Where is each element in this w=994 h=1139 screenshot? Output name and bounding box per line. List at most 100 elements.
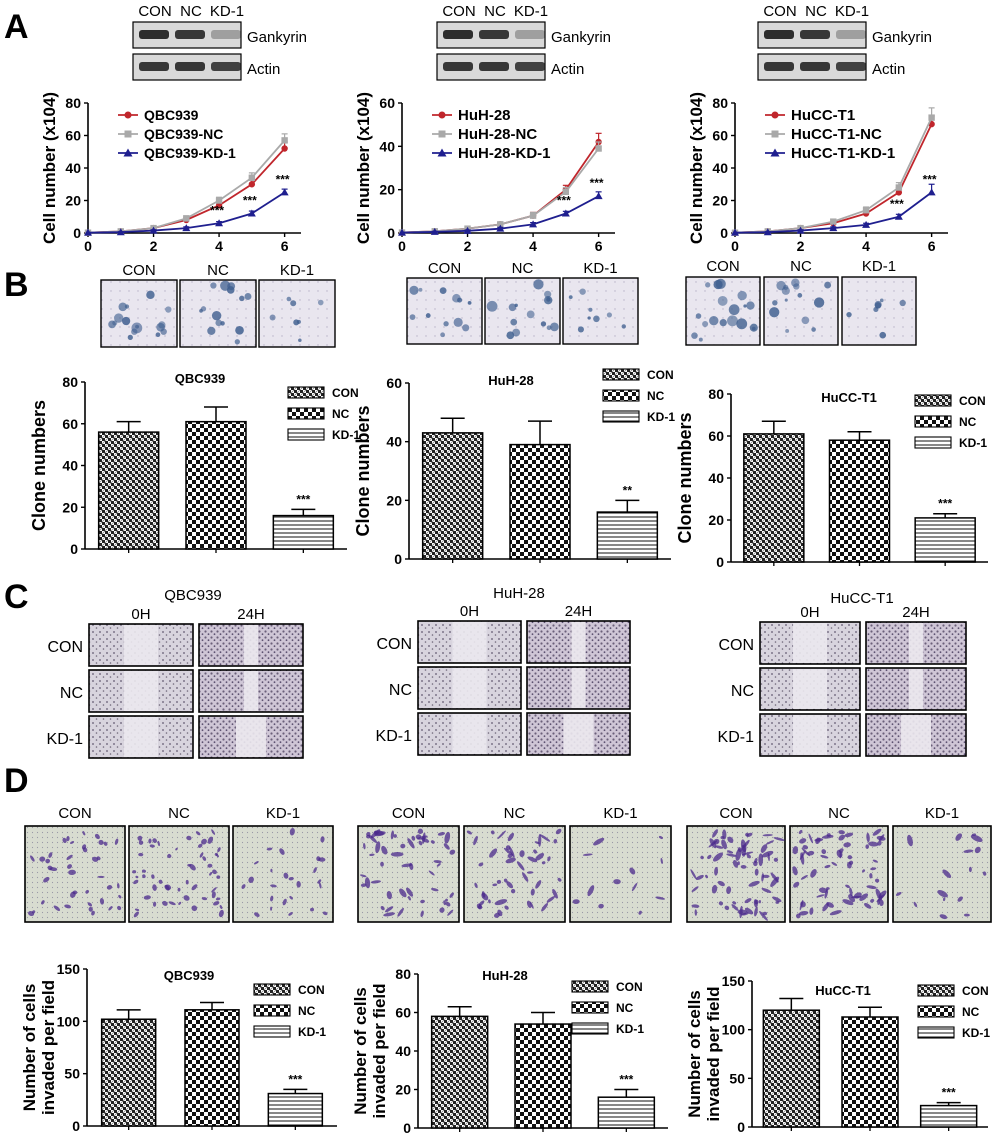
- invading-cell: [207, 863, 213, 868]
- invading-cell: [407, 896, 411, 901]
- y-tick-label: 60: [65, 128, 81, 144]
- colony: [211, 310, 222, 321]
- chart-title: HuCC-T1: [815, 983, 871, 998]
- colony: [146, 290, 155, 300]
- wound-image: [526, 620, 631, 664]
- colony: [846, 311, 852, 318]
- invading-cell: [877, 840, 882, 846]
- panel-letter-b: B: [4, 266, 29, 304]
- bar-chart-b1: 0 20 40 60 80 *** QBC939 Clone numbers CON NC KD-1: [29, 371, 360, 557]
- invading-cell: [137, 835, 143, 841]
- invading-cell: [39, 856, 46, 862]
- data-point: [595, 145, 602, 152]
- chart-title: HuCC-T1: [821, 390, 877, 405]
- invasion-image-label: KD-1: [266, 805, 300, 822]
- invasion-image-frame: [128, 825, 230, 923]
- invading-cell: [85, 889, 89, 894]
- wound-image: [88, 669, 194, 713]
- invading-cell: [762, 834, 773, 837]
- colony: [443, 321, 449, 327]
- invading-cell: [151, 874, 155, 879]
- wound-image: [198, 623, 304, 667]
- invading-cell: [141, 869, 146, 873]
- invading-cell: [522, 872, 529, 882]
- invading-cell: [386, 890, 393, 900]
- data-point: [182, 224, 191, 232]
- invading-cell: [134, 908, 140, 912]
- bar-kd-1: [914, 517, 976, 563]
- invading-cell: [254, 912, 260, 918]
- invading-cell: [289, 827, 295, 836]
- colony: [785, 329, 790, 333]
- invading-cell: [799, 838, 807, 844]
- blot-band: [211, 30, 241, 39]
- invading-cell: [366, 832, 371, 837]
- y-tick-label: 40: [708, 470, 724, 486]
- wound-image: [865, 621, 967, 665]
- data-point: [529, 212, 537, 219]
- significance-label: ***: [923, 172, 937, 186]
- invading-cell: [631, 882, 638, 892]
- blot-band: [443, 30, 473, 39]
- invading-cell: [754, 868, 759, 876]
- invading-cell: [211, 887, 217, 893]
- invading-cell: [443, 900, 446, 906]
- wound-gap: [793, 623, 827, 663]
- colony: [244, 293, 252, 300]
- colony: [801, 316, 810, 325]
- invading-cell: [877, 898, 880, 906]
- invading-cell: [473, 835, 478, 846]
- data-point: [895, 184, 903, 191]
- invading-cell: [824, 864, 831, 869]
- invading-cell: [492, 883, 498, 887]
- invading-cell: [211, 891, 216, 899]
- legend-label: QBC939-NC: [144, 126, 223, 142]
- invading-cell: [737, 909, 748, 915]
- wound-image: [526, 712, 631, 756]
- invading-cell: [869, 873, 873, 879]
- invading-cell: [838, 834, 846, 841]
- colony: [207, 326, 216, 335]
- legend-label: KD-1: [332, 428, 360, 442]
- blot-lane-label: CON: [138, 3, 171, 20]
- invading-cell: [800, 875, 808, 880]
- y-tick-label: 20: [62, 499, 78, 515]
- invading-cell: [241, 884, 246, 889]
- y-tick-label: 60: [62, 416, 78, 432]
- invading-cell: [875, 888, 883, 901]
- colony: [486, 300, 498, 312]
- invading-cell: [143, 895, 151, 900]
- invading-cell: [496, 879, 502, 884]
- invading-cell: [844, 832, 854, 838]
- colony-image-label: NC: [790, 258, 812, 275]
- invading-cell: [831, 861, 838, 866]
- bar-kd-1: [919, 1104, 978, 1128]
- colony: [879, 298, 884, 303]
- panel-letter-c: C: [4, 578, 29, 616]
- invading-cell: [270, 868, 273, 873]
- invading-cell: [288, 912, 293, 916]
- invading-cell: [754, 906, 758, 917]
- invading-cell: [368, 834, 378, 843]
- colony: [118, 302, 128, 312]
- wound-image: [88, 715, 194, 759]
- legend-label: CON: [332, 386, 359, 400]
- invading-cell: [753, 860, 758, 867]
- invasion-image: [357, 825, 460, 923]
- invading-cell: [152, 838, 157, 844]
- significance-label: **: [623, 483, 633, 497]
- wound-image: [417, 712, 522, 756]
- y-tick-label: 20: [386, 492, 402, 508]
- invading-cell: [370, 829, 381, 839]
- invasion-image: [128, 825, 230, 923]
- colony-image: [763, 276, 839, 346]
- invading-cell: [400, 843, 406, 849]
- legend-label: CON: [959, 394, 986, 408]
- x-tick-label: 4: [215, 238, 223, 254]
- invading-cell: [217, 847, 221, 853]
- invading-cell: [270, 884, 277, 888]
- colony-image-frame: [258, 279, 336, 348]
- invading-cell: [509, 846, 515, 859]
